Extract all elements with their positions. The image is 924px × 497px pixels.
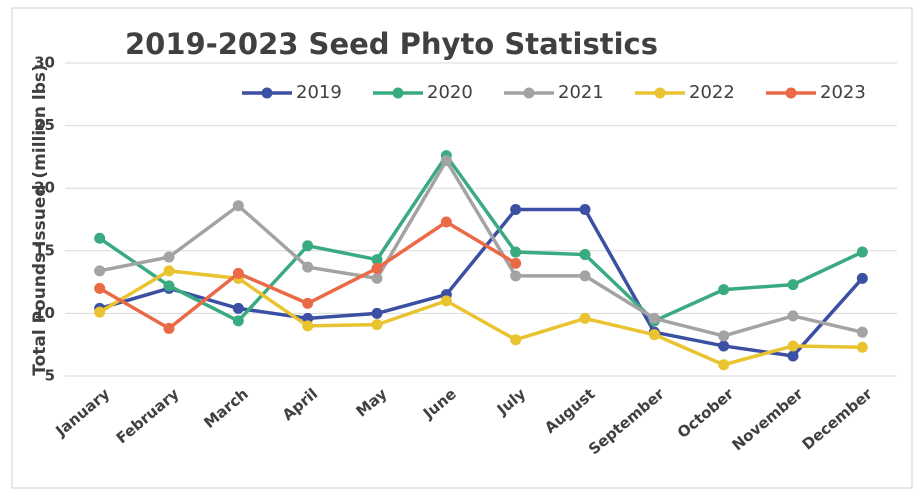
data-point	[440, 295, 452, 307]
data-point	[94, 306, 106, 318]
legend-marker	[392, 87, 404, 99]
chart-frame	[11, 7, 913, 489]
data-point	[94, 265, 106, 277]
y-tick-label: 5	[45, 367, 55, 385]
data-point	[232, 267, 244, 279]
legend-label: 2020	[427, 82, 473, 103]
data-point	[718, 340, 730, 352]
legend-marker	[654, 87, 666, 99]
y-tick-label: 30	[34, 54, 55, 72]
data-point	[163, 265, 175, 277]
data-point	[787, 340, 799, 352]
data-point	[94, 282, 106, 294]
data-point	[648, 312, 660, 324]
legend-marker	[261, 87, 273, 99]
data-point	[856, 326, 868, 338]
data-point	[440, 216, 452, 228]
data-point	[718, 330, 730, 342]
data-point	[302, 261, 314, 273]
data-point	[787, 350, 799, 362]
chart-title: 2019-2023 Seed Phyto Statistics	[125, 27, 658, 61]
data-point	[787, 310, 799, 322]
legend-label: 2019	[296, 82, 342, 103]
data-point	[302, 320, 314, 332]
data-point	[510, 257, 522, 269]
data-point	[302, 297, 314, 309]
legend-label: 2022	[689, 82, 735, 103]
data-point	[579, 249, 591, 261]
series-line	[98, 269, 863, 367]
data-point	[856, 272, 868, 284]
data-point	[371, 307, 383, 319]
data-point	[163, 251, 175, 263]
y-axis-label: Total Pounds Issued (million lbs)	[30, 64, 50, 376]
data-point	[371, 254, 383, 266]
data-point	[163, 280, 175, 292]
y-tick-label: 20	[34, 179, 55, 197]
data-point	[371, 319, 383, 331]
data-point	[232, 302, 244, 314]
data-point	[371, 272, 383, 284]
series-line	[99, 207, 864, 358]
legend-label: 2023	[820, 82, 866, 103]
legend-label: 2021	[558, 82, 604, 103]
data-point	[232, 315, 244, 327]
data-point	[856, 341, 868, 353]
data-point	[579, 203, 591, 215]
data-point	[371, 262, 383, 274]
data-point	[510, 246, 522, 258]
data-point	[579, 270, 591, 282]
data-point	[856, 246, 868, 258]
legend-marker	[523, 87, 535, 99]
data-point	[163, 322, 175, 334]
data-point	[510, 203, 522, 215]
legend-marker	[785, 87, 797, 99]
data-point	[302, 240, 314, 252]
data-point	[648, 329, 660, 341]
series-line	[98, 152, 864, 324]
y-tick-label: 15	[34, 241, 55, 259]
series-line	[99, 157, 863, 338]
data-point	[718, 284, 730, 296]
data-point	[787, 279, 799, 291]
data-point	[440, 155, 452, 167]
data-point	[510, 270, 522, 282]
data-point	[718, 359, 730, 371]
data-point	[579, 312, 591, 324]
y-tick-label: 10	[34, 304, 55, 322]
data-point	[510, 334, 522, 346]
data-point	[232, 200, 244, 212]
y-tick-label: 25	[34, 116, 55, 134]
data-point	[94, 232, 106, 244]
